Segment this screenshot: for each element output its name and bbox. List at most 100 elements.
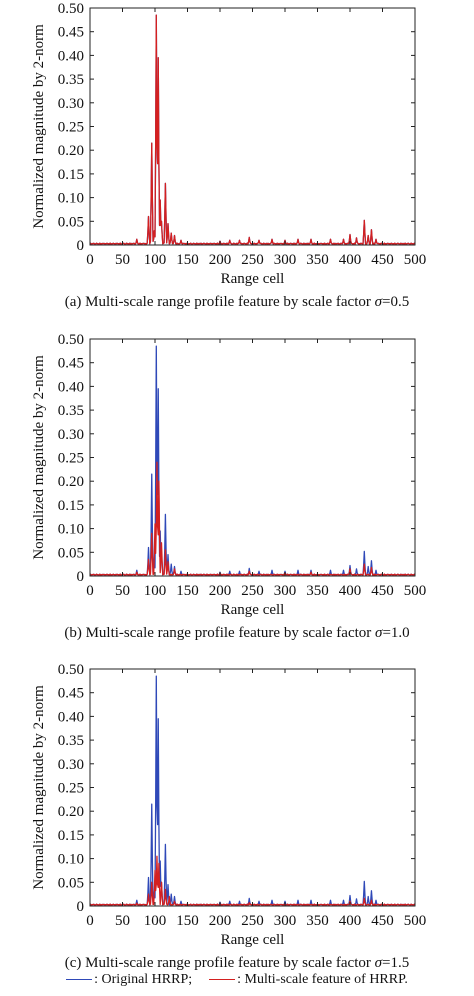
y-tick-label: 0.45 <box>58 356 84 372</box>
caption-b-text: (b) Multi-scale range profile feature by… <box>64 625 376 641</box>
x-tick-label: 250 <box>241 583 264 599</box>
y-tick-label: 0.10 <box>58 852 84 868</box>
y-tick-label: 0 <box>77 238 85 254</box>
y-tick-label: 0.40 <box>58 48 84 64</box>
y-tick-label: 0.10 <box>58 522 84 538</box>
x-tick-label: 350 <box>306 913 329 929</box>
x-tick-label: 0 <box>86 583 94 599</box>
y-tick-label: 0.35 <box>58 72 84 88</box>
x-tick-label: 50 <box>115 913 130 929</box>
y-tick-label: 0.20 <box>58 474 84 490</box>
chart-panel-0: 0 50 100 150 200 250 300 350 400 450 500 0 0.05 0.10 0… <box>31 1 426 287</box>
x-tick-label: 450 <box>371 583 394 599</box>
y-tick-label: 0.40 <box>58 709 84 725</box>
x-tick-label: 50 <box>115 583 130 599</box>
y-tick-label: 0.45 <box>58 686 84 702</box>
legend: : Original HRRP; : Multi-scale feature o… <box>0 972 474 988</box>
series-line-1-1 <box>89 461 416 576</box>
caption-b-sigma: σ <box>375 625 383 641</box>
y-tick-label: 0.45 <box>58 25 84 41</box>
x-tick-label: 250 <box>241 252 264 268</box>
x-tick-label: 100 <box>144 913 167 929</box>
y-tick-label: 0.40 <box>58 379 84 395</box>
caption-a: (a) Multi-scale range profile feature by… <box>0 293 474 311</box>
x-tick-label: 350 <box>306 583 329 599</box>
y-tick-label: 0.15 <box>58 167 84 183</box>
series-line-2-0 <box>89 675 416 906</box>
caption-a-value: =0.5 <box>382 294 410 310</box>
y-axis-label: Normalized magnitude by 2-norm <box>31 685 47 890</box>
y-tick-label: 0.30 <box>58 757 84 773</box>
series-line-1-0 <box>89 345 416 576</box>
x-tick-label: 450 <box>371 252 394 268</box>
y-tick-label: 0.25 <box>58 781 84 797</box>
y-tick-label: 0.25 <box>58 451 84 467</box>
plot-frame-2 <box>89 668 416 907</box>
x-tick-label: 0 <box>86 913 94 929</box>
x-tick-label: 150 <box>176 583 199 599</box>
x-tick-label: 200 <box>209 913 232 929</box>
x-tick-label: 200 <box>209 583 232 599</box>
x-tick-label: 300 <box>274 252 297 268</box>
y-axis-label: Normalized magnitude by 2-norm <box>31 24 47 229</box>
x-axis-label: Range cell <box>221 932 285 948</box>
x-tick-label: 350 <box>306 252 329 268</box>
y-tick-label: 0.25 <box>58 120 84 136</box>
chart-panel-2: 0 50 100 150 200 250 300 350 400 450 500 0 0.05 0.10 0… <box>31 662 426 948</box>
caption-a-text: (a) Multi-scale range profile feature by… <box>64 294 375 310</box>
x-axis-label: Range cell <box>221 602 285 618</box>
caption-a-sigma: σ <box>374 294 383 310</box>
y-tick-label: 0.20 <box>58 804 84 820</box>
chart-panel-1: 0 50 100 150 200 250 300 350 400 450 500 0 0.05 0.10 0… <box>31 332 426 618</box>
legend-red-line <box>209 979 236 981</box>
caption-c-value: =1.5 <box>382 955 410 971</box>
y-tick-label: 0.30 <box>58 96 84 112</box>
x-tick-label: 200 <box>209 252 232 268</box>
y-tick-label: 0.50 <box>58 332 84 348</box>
y-tick-label: 0.05 <box>58 875 84 891</box>
plot-frame-1 <box>89 338 416 577</box>
caption-b-value: =1.0 <box>382 625 410 641</box>
legend-original-label: : Original HRRP; <box>94 972 193 987</box>
x-tick-label: 500 <box>404 252 427 268</box>
y-tick-label: 0 <box>77 569 85 585</box>
legend-multiscale-label: : Multi-scale feature of HRRP. <box>237 972 408 987</box>
x-tick-label: 300 <box>274 583 297 599</box>
series-line-0-0 <box>89 14 416 245</box>
y-tick-label: 0.30 <box>58 427 84 443</box>
y-tick-label: 0.20 <box>58 143 84 159</box>
caption-b: (b) Multi-scale range profile feature by… <box>0 624 474 642</box>
x-axis-label: Range cell <box>221 271 285 287</box>
legend-blue-line <box>66 979 93 981</box>
series-line-0-1 <box>89 14 416 245</box>
x-tick-label: 150 <box>176 252 199 268</box>
x-tick-label: 450 <box>371 913 394 929</box>
x-tick-label: 400 <box>339 913 362 929</box>
x-tick-label: 500 <box>404 913 427 929</box>
x-tick-label: 100 <box>144 252 167 268</box>
caption-c-sigma: σ <box>374 955 383 971</box>
y-tick-label: 0.15 <box>58 498 84 514</box>
x-tick-label: 0 <box>86 252 94 268</box>
x-tick-label: 400 <box>339 583 362 599</box>
y-tick-label: 0.50 <box>58 1 84 17</box>
y-axis-label: Normalized magnitude by 2-norm <box>31 355 47 560</box>
x-tick-label: 150 <box>176 913 199 929</box>
y-tick-label: 0.15 <box>58 828 84 844</box>
plot-frame-0 <box>89 7 416 246</box>
y-tick-label: 0.35 <box>58 403 84 419</box>
series-line-2-1 <box>89 855 416 906</box>
x-tick-label: 500 <box>404 583 427 599</box>
x-tick-label: 250 <box>241 913 264 929</box>
y-tick-label: 0.35 <box>58 733 84 749</box>
x-tick-label: 50 <box>115 252 130 268</box>
y-tick-label: 0.10 <box>58 191 84 207</box>
x-tick-label: 400 <box>339 252 362 268</box>
x-tick-label: 300 <box>274 913 297 929</box>
x-tick-label: 100 <box>144 583 167 599</box>
caption-c-text: (c) Multi-scale range profile feature by… <box>64 955 375 971</box>
caption-c: (c) Multi-scale range profile feature by… <box>0 954 474 972</box>
y-tick-label: 0.50 <box>58 662 84 678</box>
y-tick-label: 0 <box>77 899 85 915</box>
